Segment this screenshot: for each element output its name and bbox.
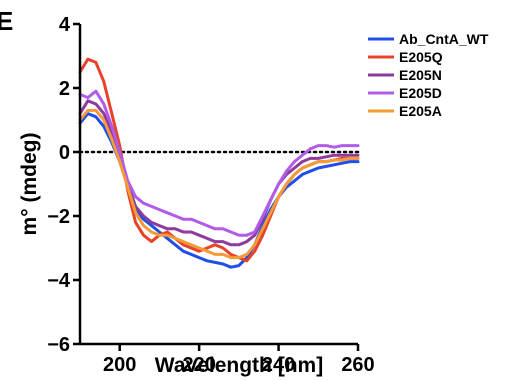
series-layer — [78, 57, 360, 269]
x-tick-label: 200 — [103, 354, 136, 376]
legend: Ab_CntA_WT E205Q E205N E205D E205A — [368, 31, 489, 119]
legend-label: E205N — [399, 67, 442, 83]
series-line-ab-cnta-wt — [78, 112, 360, 269]
panel-label: E — [0, 6, 13, 36]
y-tick-label: 2 — [59, 78, 70, 100]
x-tick-label: 220 — [182, 354, 215, 376]
y-tick-label: 4 — [59, 14, 71, 36]
y-axis-title-group: m° (mdeg) — [18, 133, 41, 236]
series-line-e205d — [78, 89, 360, 237]
y-axis-title: m° (mdeg) — [18, 133, 41, 236]
legend-label: E205D — [399, 85, 442, 101]
legend-label: E205Q — [399, 49, 443, 65]
y-tick-label: 0 — [59, 142, 70, 164]
y-tick-label: −2 — [47, 206, 70, 228]
x-tick-label: 240 — [262, 354, 295, 376]
series-line-e205a — [78, 108, 360, 260]
x-tick-label: 260 — [341, 354, 374, 376]
axes-layer: −6 −4 −2 0 2 4 200 220 240 260 — [47, 14, 375, 376]
legend-label: E205A — [399, 103, 442, 119]
legend-label: Ab_CntA_WT — [399, 31, 489, 47]
y-tick-label: −6 — [47, 334, 70, 356]
x-axis-title: Wavelength [nm] — [155, 354, 323, 377]
y-tick-label: −4 — [47, 270, 71, 292]
